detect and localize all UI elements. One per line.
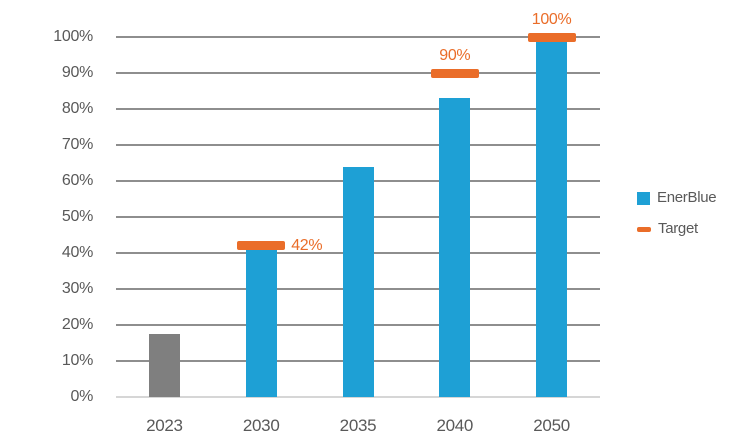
target-label-2030: 42% xyxy=(291,236,323,254)
bar-2035 xyxy=(342,166,374,397)
gridline-70% xyxy=(116,144,600,146)
y-tick-label-0%: 0% xyxy=(70,388,93,405)
target-label-2050: 100% xyxy=(531,10,572,28)
legend-label-enerblue: EnerBlue xyxy=(657,189,717,206)
gridline-90% xyxy=(116,72,600,74)
x-tick-label-2030: 2030 xyxy=(242,416,280,435)
x-axis: 2023 2030 2035 2040 2050 xyxy=(116,397,600,437)
target-marker-2030 xyxy=(237,241,286,251)
y-tick-label-80%: 80% xyxy=(61,100,93,117)
target-label-2040: 90% xyxy=(439,46,471,64)
y-tick-label-90%: 90% xyxy=(61,64,93,81)
y-tick-label-50%: 50% xyxy=(61,208,93,225)
legend-dash-swatch xyxy=(637,226,651,232)
legend: EnerBlue Target xyxy=(637,189,717,252)
bar-2030 xyxy=(245,249,277,397)
bar-2050 xyxy=(536,40,568,397)
x-tick-label-2035: 2035 xyxy=(339,416,377,435)
bar-2023 xyxy=(148,334,180,397)
plot-area: 42% 90% 100% xyxy=(116,11,600,398)
x-tick-label-2040: 2040 xyxy=(436,416,474,435)
legend-label-target: Target xyxy=(658,220,698,237)
y-tick-label-40%: 40% xyxy=(61,244,93,261)
gridline-80% xyxy=(116,108,600,110)
y-tick-label-60%: 60% xyxy=(61,172,93,189)
bar-2040 xyxy=(439,98,471,397)
y-tick-label-30%: 30% xyxy=(61,280,93,297)
y-tick-label-20%: 20% xyxy=(61,316,93,333)
x-tick-label-2023: 2023 xyxy=(146,416,183,435)
y-axis: 0% 10% 20% 30% 40% 50% 60% 70% 80% 90% 100% xyxy=(0,28,93,405)
x-axis-baseline xyxy=(116,396,600,398)
legend-item-enerblue: EnerBlue xyxy=(637,189,717,206)
legend-item-target: Target xyxy=(637,221,716,237)
target-marker-2040 xyxy=(430,68,479,78)
y-tick-label-10%: 10% xyxy=(61,352,93,369)
target-marker-2050 xyxy=(527,32,576,42)
y-tick-label-70%: 70% xyxy=(61,136,93,153)
x-tick-label-2050: 2050 xyxy=(533,416,570,435)
gridline-100% xyxy=(116,36,600,38)
y-tick-label-100%: 100% xyxy=(53,28,93,45)
legend-square-swatch xyxy=(637,191,650,205)
